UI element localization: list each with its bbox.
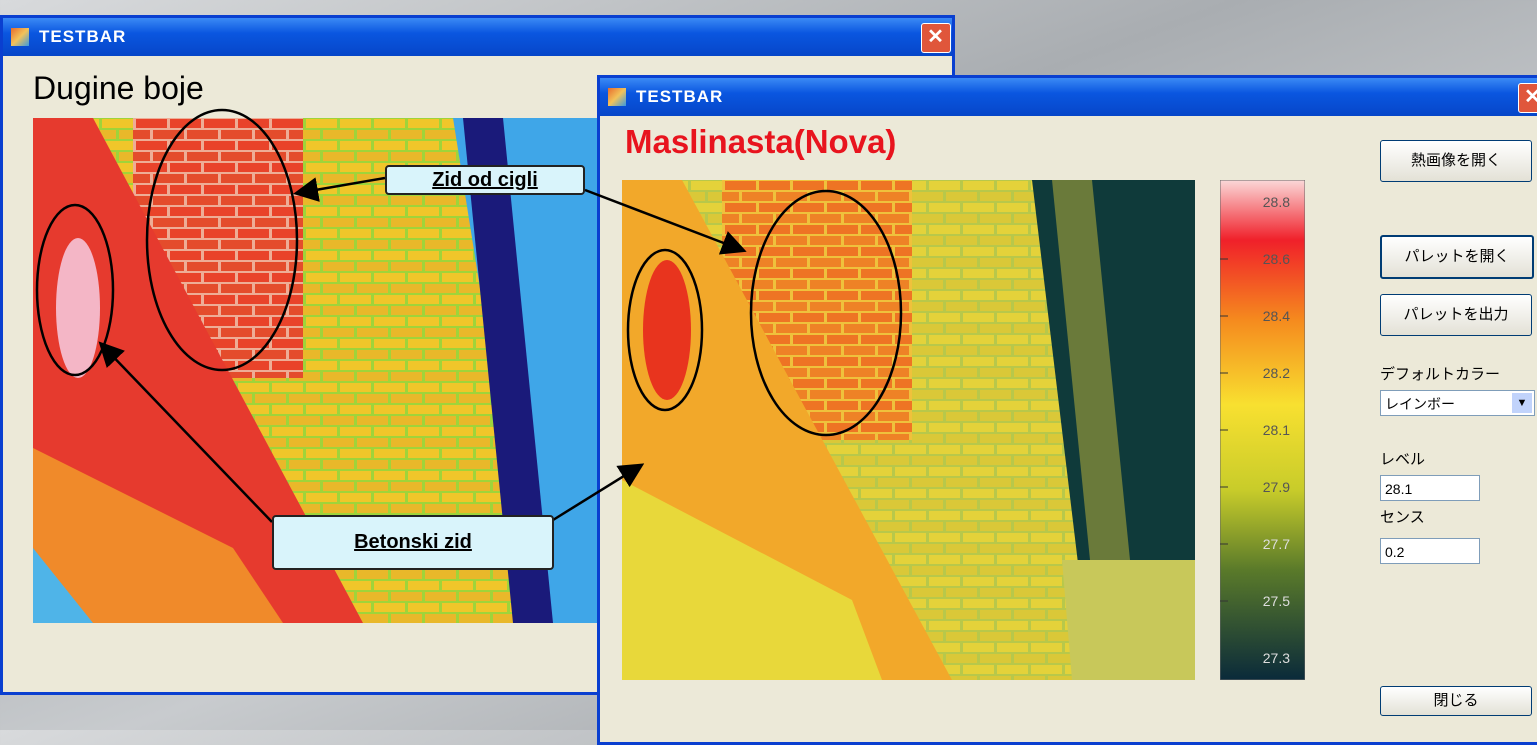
scale-label: 27.9 <box>1263 479 1290 495</box>
button[interactable]: 閉じる <box>1380 686 1532 716</box>
spin-input[interactable]: 0.2 <box>1380 538 1480 564</box>
close-button[interactable]: ✕ <box>1518 83 1537 113</box>
dropdown[interactable]: レインボー▼ <box>1380 390 1535 416</box>
callout: Betonski zid <box>272 515 554 570</box>
dropdown-value: レインボー <box>1385 396 1455 412</box>
app-icon <box>11 28 29 46</box>
scale-label: 27.5 <box>1263 593 1290 609</box>
color-scale: 28.8 28.6 28.4 28.2 28.1 27.9 27.7 27.5 27.3 <box>1220 180 1305 680</box>
title-bar: TESTBAR ✕ <box>3 18 952 56</box>
heading: Maslinasta(Nova) <box>625 123 896 161</box>
heading: Dugine boje <box>33 70 204 107</box>
button[interactable]: パレットを出力 <box>1380 294 1532 336</box>
spin-input[interactable]: 28.1 <box>1380 475 1480 501</box>
thermal-image <box>622 180 1195 680</box>
title-bar: TESTBAR ✕ <box>600 78 1537 116</box>
callout: Zid od cigli <box>385 165 585 195</box>
window-title: TESTBAR <box>39 27 126 46</box>
scale-label: 27.7 <box>1263 536 1290 552</box>
window-olive: TESTBAR ✕ Maslinasta(Nova) 28.828.628.42… <box>597 75 1537 745</box>
scale-label: 28.1 <box>1263 422 1290 438</box>
label: センス <box>1380 506 1425 527</box>
button[interactable]: パレットを開く <box>1380 235 1534 279</box>
app-icon <box>608 88 626 106</box>
scale-label: 28.6 <box>1263 251 1290 267</box>
window-title: TESTBAR <box>636 87 723 106</box>
page: TESTBAR ✕ Dugine boje TESTBAR ✕ Maslinas… <box>0 0 1537 730</box>
close-button[interactable]: ✕ <box>921 23 951 53</box>
scale-label: 27.3 <box>1263 650 1290 666</box>
button[interactable]: 熱画像を開く <box>1380 140 1532 182</box>
scale-label: 28.4 <box>1263 308 1290 324</box>
scale-label: 28.8 <box>1263 194 1290 210</box>
label: レベル <box>1380 448 1425 469</box>
label: デフォルトカラー <box>1380 363 1500 384</box>
scale-label: 28.2 <box>1263 365 1290 381</box>
